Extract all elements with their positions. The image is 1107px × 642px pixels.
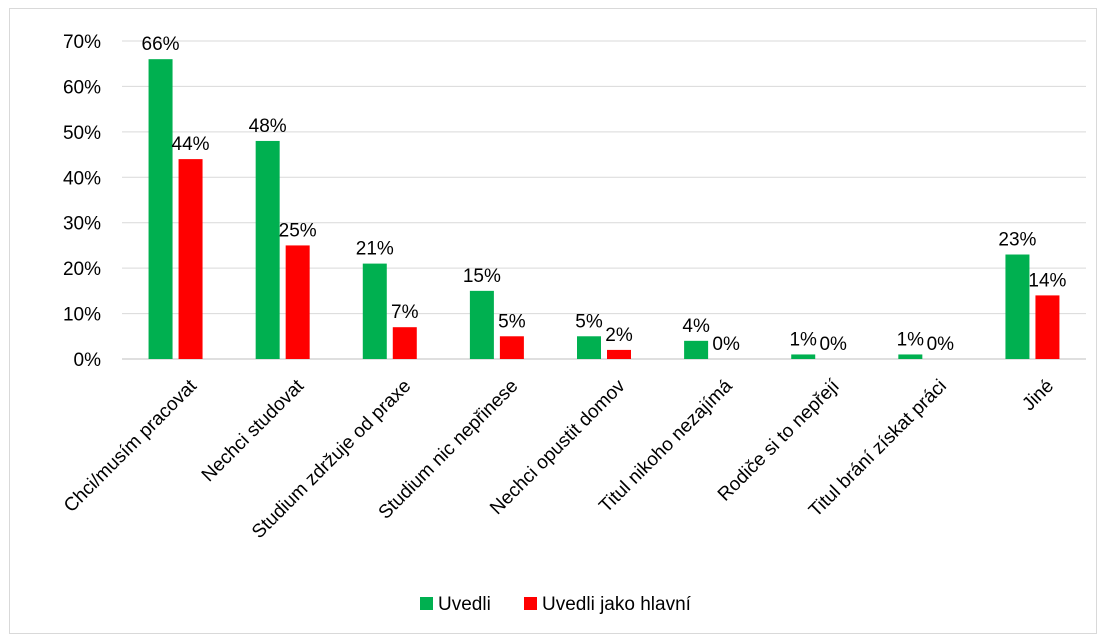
data-label: 2% bbox=[605, 325, 633, 346]
bar-uvedli-jako-hlavni bbox=[178, 159, 203, 359]
data-label: 14% bbox=[1028, 270, 1066, 291]
legend-swatch-uvedli bbox=[420, 597, 433, 610]
data-label: 15% bbox=[463, 266, 501, 287]
bar-uvedli-jako-hlavni bbox=[607, 349, 631, 359]
data-label: 0% bbox=[712, 334, 740, 355]
y-tick-label: 10% bbox=[63, 305, 101, 326]
y-tick-label: 40% bbox=[63, 168, 101, 189]
data-label: 66% bbox=[142, 34, 180, 55]
data-label: 21% bbox=[356, 239, 394, 260]
data-label: 25% bbox=[279, 220, 317, 241]
y-tick-label: 20% bbox=[63, 259, 101, 280]
bar-uvedli bbox=[469, 290, 494, 359]
category-label: Nechci studovat bbox=[198, 375, 309, 486]
bar-uvedli bbox=[362, 263, 387, 359]
y-tick-label: 60% bbox=[63, 77, 101, 98]
data-label: 1% bbox=[897, 329, 925, 350]
category-label: Jiné bbox=[1018, 376, 1057, 415]
data-label: 4% bbox=[682, 316, 710, 337]
data-label: 1% bbox=[789, 329, 817, 350]
data-label: 7% bbox=[391, 302, 419, 323]
bar-uvedli bbox=[1005, 254, 1030, 359]
bar-uvedli bbox=[898, 354, 923, 359]
legend-swatch-uvedli-jako-hlavni bbox=[524, 597, 537, 610]
bar-uvedli-jako-hlavni bbox=[285, 245, 310, 359]
data-label: 0% bbox=[819, 334, 847, 355]
bar-uvedli-jako-hlavni bbox=[392, 327, 417, 359]
bar-uvedli bbox=[577, 336, 601, 359]
y-tick-label: 30% bbox=[63, 214, 101, 235]
bar-uvedli-jako-hlavni bbox=[1035, 295, 1060, 359]
data-label: 5% bbox=[575, 311, 603, 332]
bar-uvedli bbox=[684, 340, 709, 359]
data-label: 23% bbox=[998, 230, 1036, 251]
data-label: 5% bbox=[498, 311, 526, 332]
category-label: Chci/musím pracovat bbox=[60, 375, 202, 517]
legend-label: Uvedli jako hlavní bbox=[542, 594, 692, 615]
bar-uvedli-jako-hlavni bbox=[499, 336, 524, 359]
y-tick-label: 50% bbox=[63, 123, 101, 144]
data-label: 44% bbox=[172, 134, 210, 155]
y-tick-label: 70% bbox=[63, 32, 101, 53]
bar-uvedli bbox=[791, 354, 816, 359]
bar-uvedli bbox=[255, 140, 280, 359]
bar-uvedli bbox=[148, 59, 173, 360]
data-label: 48% bbox=[249, 116, 287, 137]
y-tick-label: 0% bbox=[74, 350, 102, 371]
legend-label: Uvedli bbox=[438, 594, 491, 615]
data-label: 0% bbox=[927, 334, 955, 355]
